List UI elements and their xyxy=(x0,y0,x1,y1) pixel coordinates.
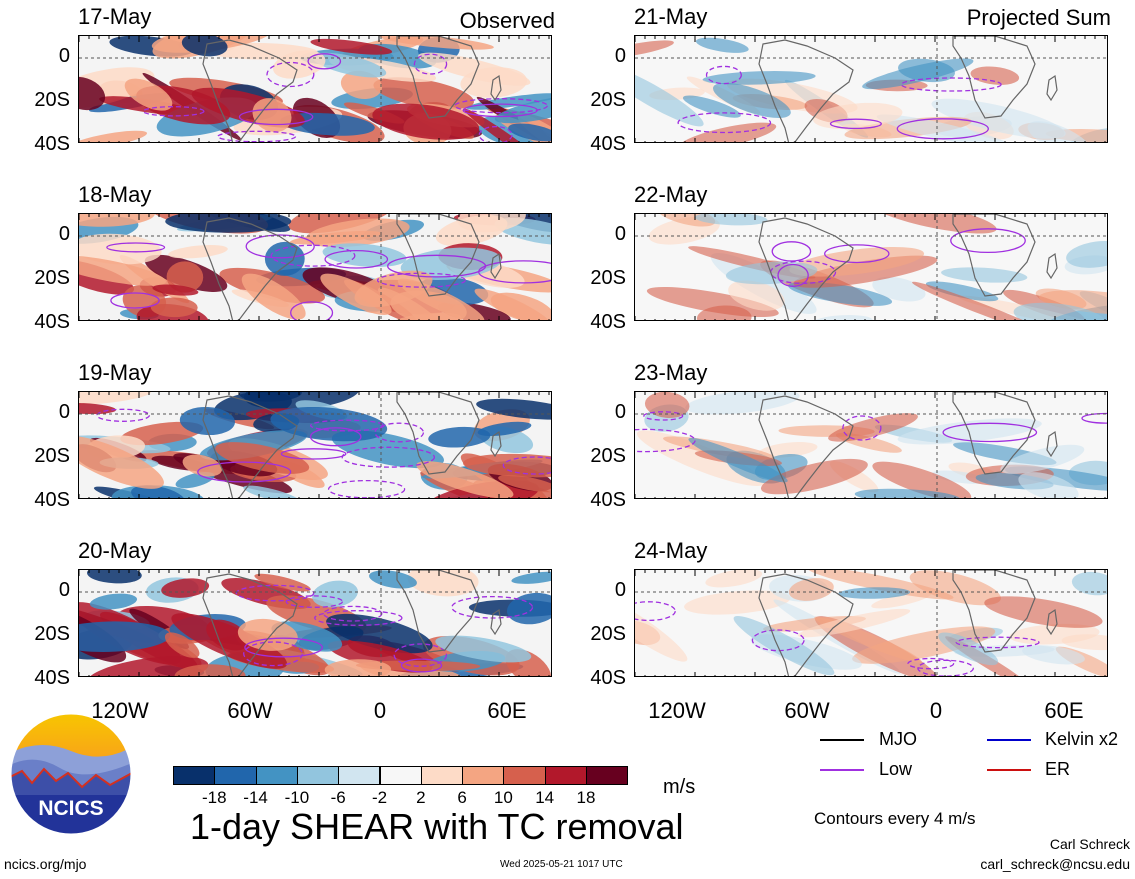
lat-tick-label: 0 xyxy=(614,223,626,245)
lon-tick-120w-left: 120W xyxy=(91,698,149,723)
colorbar-tick-label: -6 xyxy=(330,788,346,807)
panel-date-label: 22-May xyxy=(634,182,708,207)
footer-author: Carl Schreck xyxy=(1049,836,1130,852)
panel-date-label: 18-May xyxy=(78,182,152,207)
lat-tick-label: 40S xyxy=(590,489,626,511)
panel-date-label: 19-May xyxy=(78,360,152,385)
colorbar-tick-label: -2 xyxy=(371,788,388,807)
colorbar-swatch xyxy=(338,766,381,785)
colorbar-tick-label: 18 xyxy=(576,788,596,807)
footer-site: ncics.org/mjo xyxy=(4,856,87,872)
colorbar-swatch xyxy=(379,766,422,785)
colorbar-swatch xyxy=(544,766,587,785)
lat-tick-label: 20S xyxy=(34,267,70,289)
footer-email: carl_schreck@ncsu.edu xyxy=(980,856,1130,872)
lat-tick-label: 40S xyxy=(34,489,70,511)
lat-tick-label: 0 xyxy=(614,579,626,601)
projected-sum-label: Projected Sum xyxy=(966,5,1111,30)
legend-low-line xyxy=(820,769,864,771)
lon-tick-60w-left: 60W xyxy=(227,698,273,723)
map-panel xyxy=(634,213,1108,321)
lon-tick-0-right: 0 xyxy=(929,698,943,723)
footer-timestamp: Wed 2025-05-21 1017 UTC xyxy=(500,859,623,870)
legend-er-line xyxy=(987,769,1031,771)
lon-tick-0-left: 0 xyxy=(373,698,387,723)
lat-tick-label: 20S xyxy=(590,445,626,467)
map-panel xyxy=(634,391,1108,499)
colorbar-swatch xyxy=(586,766,629,785)
logo-text: NCICS xyxy=(38,797,103,820)
lat-tick-label: 0 xyxy=(58,579,70,601)
colorbar-tick-label: 6 xyxy=(457,788,467,807)
colorbar-swatch xyxy=(420,766,464,785)
legend-low-label: Low xyxy=(879,759,913,779)
legend-er-label: ER xyxy=(1045,759,1071,779)
colorbar-swatch xyxy=(296,766,340,785)
lat-tick-label: 20S xyxy=(590,623,626,645)
observed-label: Observed xyxy=(459,8,555,33)
colorbar-swatch xyxy=(503,766,546,785)
colorbar-tick-label: 10 xyxy=(493,788,513,807)
legend-kelvin-label: Kelvin x2 xyxy=(1045,729,1119,749)
colorbar-tick-label: 2 xyxy=(416,788,426,807)
lon-tick-60e-right: 60E xyxy=(1044,698,1084,723)
lat-tick-label: 40S xyxy=(590,133,626,155)
panel-date-label: 24-May xyxy=(634,538,708,563)
lat-tick-label: 40S xyxy=(590,667,626,689)
lat-tick-label: 40S xyxy=(34,667,70,689)
panel-date-label: 23-May xyxy=(634,360,708,385)
map-panel xyxy=(634,35,1108,143)
colorbar-swatch xyxy=(462,766,505,785)
map-panel xyxy=(78,391,552,499)
lat-tick-label: 20S xyxy=(34,445,70,467)
lon-tick-60w-right: 60W xyxy=(784,698,830,723)
chart-title: 1-day SHEAR with TC removal xyxy=(190,806,684,847)
lat-tick-label: 20S xyxy=(34,623,70,645)
colorbar-tick-label: -14 xyxy=(243,788,268,807)
legend-mjo-line xyxy=(820,739,864,741)
panel-date-label: 21-May xyxy=(634,4,708,29)
lat-tick-label: 40S xyxy=(34,133,70,155)
lat-tick-label: 0 xyxy=(58,401,70,423)
lat-tick-label: 0 xyxy=(58,45,70,67)
colorbar-tick-label: -18 xyxy=(202,788,227,807)
colorbar-unit: m/s xyxy=(663,776,696,798)
map-panel xyxy=(78,569,552,677)
colorbar-tick-label: -10 xyxy=(284,788,310,807)
lat-tick-label: 20S xyxy=(590,267,626,289)
legend-kelvin-line xyxy=(987,739,1031,741)
lat-tick-label: 0 xyxy=(58,223,70,245)
map-panel xyxy=(78,213,552,321)
lat-tick-label: 40S xyxy=(590,311,626,333)
map-panel xyxy=(78,35,552,143)
colorbar-tick-label: 14 xyxy=(535,788,555,807)
lat-tick-label: 40S xyxy=(34,311,70,333)
legend-mjo-label: MJO xyxy=(879,729,917,749)
lat-tick-label: 0 xyxy=(614,401,626,423)
lat-tick-label: 0 xyxy=(614,45,626,67)
panel-date-label: 17-May xyxy=(78,4,152,29)
lon-tick-60e-left: 60E xyxy=(487,698,527,723)
colorbar-swatch xyxy=(173,766,216,785)
lon-tick-120w-right: 120W xyxy=(648,698,706,723)
lat-tick-label: 20S xyxy=(590,89,626,111)
map-panel xyxy=(634,569,1108,677)
colorbar-swatch xyxy=(255,766,298,785)
colorbar-swatch xyxy=(214,766,257,785)
contour-note: Contours every 4 m/s xyxy=(814,809,976,828)
panel-date-label: 20-May xyxy=(78,538,152,563)
lat-tick-label: 20S xyxy=(34,89,70,111)
ncics-logo: NCICS xyxy=(10,713,132,835)
